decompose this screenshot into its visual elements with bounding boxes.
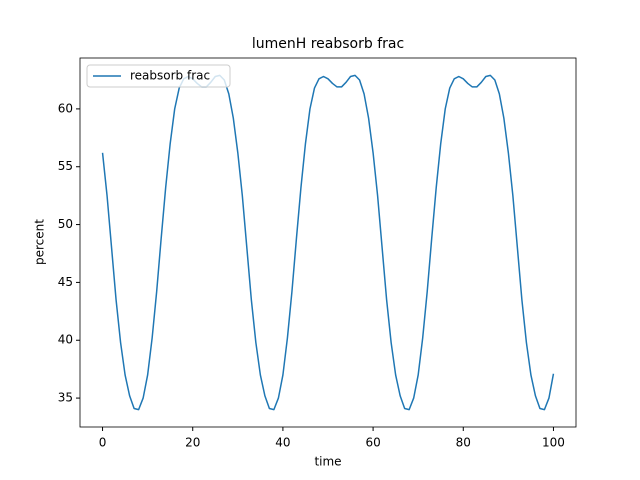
x-tick-label: 20 xyxy=(185,436,200,450)
x-tick-label: 40 xyxy=(275,436,290,450)
y-tick-label: 50 xyxy=(58,217,73,231)
y-tick-label: 55 xyxy=(58,159,73,173)
x-axis-label: time xyxy=(314,455,341,469)
y-tick-label: 60 xyxy=(58,101,73,115)
x-tick-label: 60 xyxy=(365,436,380,450)
y-tick-label: 45 xyxy=(58,275,73,289)
y-tick-label: 40 xyxy=(58,333,73,347)
line-series xyxy=(101,74,555,411)
y-axis-label: percent xyxy=(33,219,47,265)
x-tick-label: 100 xyxy=(542,436,565,450)
y-tick-label: 35 xyxy=(58,391,73,405)
plot-frame xyxy=(79,57,577,428)
x-tick-label: 0 xyxy=(99,436,107,450)
chart-title: lumenH reabsorb frac xyxy=(252,36,404,52)
legend-box xyxy=(86,64,231,88)
legend-label: reabsorb frac xyxy=(130,69,210,83)
x-tick-label: 80 xyxy=(456,436,471,450)
